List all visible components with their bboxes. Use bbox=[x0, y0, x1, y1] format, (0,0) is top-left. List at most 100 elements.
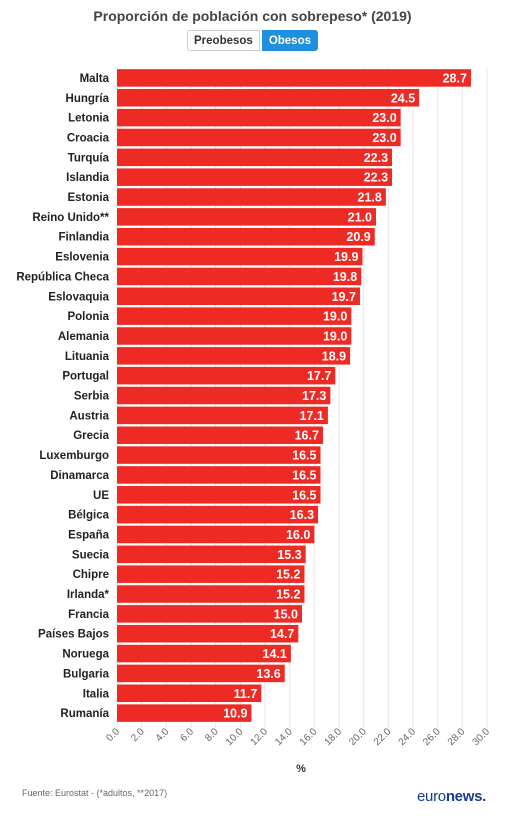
value-label: 23.0 bbox=[372, 111, 396, 125]
category-label: Hungría bbox=[66, 93, 110, 105]
category-label: Bulgaria bbox=[63, 668, 110, 680]
bar bbox=[117, 208, 376, 226]
bar bbox=[117, 565, 305, 583]
value-label: 21.0 bbox=[348, 210, 372, 224]
x-tick-label: 30.0 bbox=[471, 726, 493, 748]
value-label: 15.2 bbox=[276, 568, 300, 582]
x-tick-label: 8.0 bbox=[203, 726, 221, 744]
category-label: Bélgica bbox=[68, 510, 110, 522]
bar bbox=[117, 168, 393, 186]
bar bbox=[117, 327, 352, 345]
bar bbox=[117, 148, 393, 167]
value-label: 18.9 bbox=[322, 349, 346, 363]
bar bbox=[117, 624, 299, 643]
source-note: Fuente: Eurostat - (*adultos, **2017) bbox=[22, 788, 168, 798]
category-label: Irlanda* bbox=[67, 589, 110, 601]
bar bbox=[117, 227, 375, 246]
value-label: 21.8 bbox=[358, 191, 382, 205]
euronews-logo: euronews. bbox=[416, 788, 486, 805]
chart-title: Proporción de población con sobrepeso* (… bbox=[93, 8, 412, 24]
category-label: Eslovaquia bbox=[48, 291, 109, 303]
value-label: 24.5 bbox=[391, 91, 415, 105]
category-label: España bbox=[68, 529, 110, 541]
category-label: Croacia bbox=[67, 132, 110, 144]
x-tick-label: 12.0 bbox=[249, 726, 271, 748]
bar bbox=[117, 69, 471, 87]
value-label: 13.6 bbox=[256, 667, 280, 681]
category-label: Reino Unido** bbox=[32, 212, 109, 224]
category-label: Polonia bbox=[67, 311, 109, 323]
x-tick-label: 10.0 bbox=[224, 726, 246, 748]
value-label: 19.0 bbox=[323, 310, 347, 324]
x-tick-label: 20.0 bbox=[347, 726, 369, 748]
bar bbox=[117, 108, 401, 127]
bar bbox=[117, 426, 323, 444]
category-label: UE bbox=[93, 490, 109, 502]
bar bbox=[117, 605, 302, 623]
category-label: Alemania bbox=[58, 331, 110, 343]
value-label: 16.5 bbox=[292, 449, 316, 463]
category-label: Luxemburgo bbox=[39, 450, 109, 462]
x-tick-label: 4.0 bbox=[154, 726, 172, 744]
bar bbox=[117, 446, 321, 464]
value-label: 10.9 bbox=[223, 707, 247, 721]
value-label: 11.7 bbox=[234, 687, 258, 701]
value-label: 14.1 bbox=[263, 647, 287, 661]
bar bbox=[117, 128, 401, 147]
x-tick-label: 22.0 bbox=[372, 726, 394, 748]
category-label: Países Bajos bbox=[38, 629, 109, 641]
category-label: Rumanía bbox=[60, 708, 109, 720]
category-label: Grecia bbox=[73, 430, 109, 442]
bar bbox=[117, 188, 386, 206]
category-label: Austria bbox=[69, 410, 109, 422]
bar bbox=[117, 406, 328, 425]
series-toggle: Preobesos Obesos bbox=[0, 30, 505, 51]
category-label: Serbia bbox=[74, 391, 110, 403]
bar bbox=[117, 704, 252, 722]
value-label: 16.3 bbox=[290, 508, 314, 522]
toggle-preobesos-button[interactable]: Preobesos bbox=[187, 30, 260, 51]
value-label: 16.7 bbox=[295, 429, 319, 443]
bar bbox=[117, 247, 363, 266]
value-label: 16.5 bbox=[292, 488, 316, 502]
value-label: 15.0 bbox=[274, 607, 298, 621]
value-label: 17.7 bbox=[307, 369, 331, 383]
bar-chart: Malta 28.7 Hungría 24.5 Letonia 23.0 Croacia 23… bbox=[16, 68, 493, 775]
bar bbox=[117, 347, 351, 365]
value-label: 15.3 bbox=[277, 548, 301, 562]
bar bbox=[117, 525, 315, 544]
value-label: 23.0 bbox=[372, 131, 396, 145]
bar bbox=[117, 545, 306, 564]
category-label: Francia bbox=[68, 609, 110, 621]
value-label: 16.0 bbox=[286, 528, 310, 542]
x-tick-label: 18.0 bbox=[323, 726, 345, 748]
category-label: Chipre bbox=[73, 569, 109, 581]
value-label: 22.3 bbox=[364, 171, 388, 185]
category-label: Suecia bbox=[72, 549, 110, 561]
bar bbox=[117, 466, 321, 484]
value-label: 19.9 bbox=[334, 250, 358, 264]
category-label: República Checa bbox=[16, 271, 109, 283]
category-label: Lituania bbox=[65, 351, 110, 363]
bar bbox=[117, 89, 420, 107]
value-label: 28.7 bbox=[443, 71, 467, 85]
toggle-obesos-button[interactable]: Obesos bbox=[261, 30, 318, 51]
bar bbox=[117, 486, 321, 504]
bar bbox=[117, 644, 291, 663]
bar bbox=[117, 307, 352, 325]
category-label: Italia bbox=[83, 688, 110, 700]
x-tick-label: 24.0 bbox=[397, 726, 419, 748]
value-label: 19.0 bbox=[323, 329, 347, 343]
value-label: 19.8 bbox=[333, 270, 357, 284]
x-tick-label: 26.0 bbox=[421, 726, 443, 748]
bar bbox=[117, 386, 331, 405]
value-label: 22.3 bbox=[364, 151, 388, 165]
x-tick-label: 28.0 bbox=[446, 726, 468, 748]
category-label: Letonia bbox=[68, 113, 109, 125]
category-label: Noruega bbox=[62, 649, 109, 661]
x-tick-label: 2.0 bbox=[129, 726, 147, 744]
value-label: 15.2 bbox=[276, 588, 300, 602]
value-label: 17.3 bbox=[302, 389, 326, 403]
x-tick-label: 0.0 bbox=[105, 726, 123, 744]
x-tick-label: 14.0 bbox=[273, 726, 295, 748]
